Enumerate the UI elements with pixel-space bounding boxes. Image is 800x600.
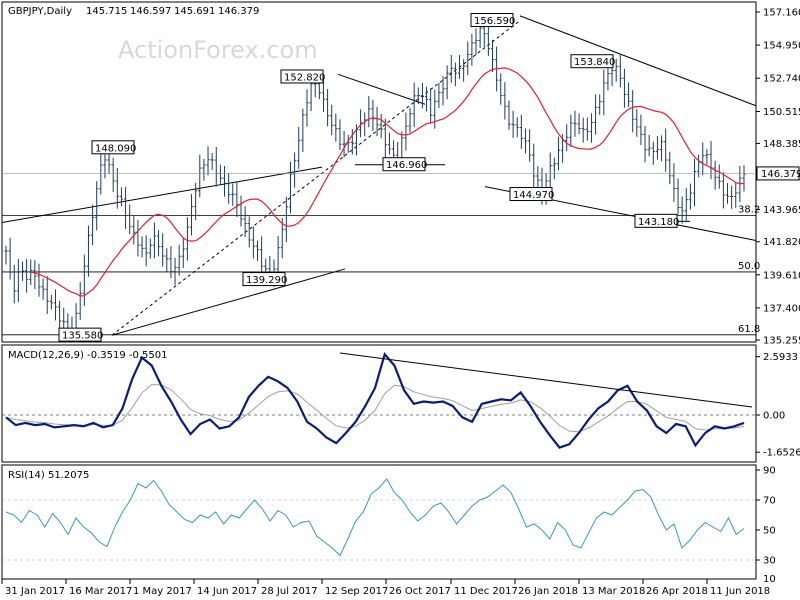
price-pane: ActionForex.com GBPJPY,Daily 145.715 146…	[1, 1, 800, 347]
close-value: 146.379	[218, 6, 259, 17]
x-tick-label: 11 Dec 2017	[454, 586, 518, 597]
x-tick-label: 1 May 2017	[133, 586, 192, 597]
fibonacci-level-label: 38.2	[738, 204, 760, 215]
rsi-title: RSI(14) 51.2075	[8, 470, 89, 481]
price-label-box	[242, 272, 286, 287]
price-header: GBPJPY,Daily 145.715 146.597 145.691 146…	[8, 6, 259, 17]
price-y-tick-label: 135.255	[763, 336, 800, 347]
x-tick-label: 12 Sep 2017	[325, 586, 388, 597]
rsi-pane: RSI(14) 51.2075 90 70 50 30 10	[1, 464, 776, 585]
x-tick-label: 14 Jun 2017	[197, 586, 257, 597]
rsi-pane-border	[1, 464, 757, 580]
x-tick-label: 13 Mar 2018	[582, 586, 645, 597]
price-label-box	[470, 13, 514, 28]
x-tick-label: 11 Jun 2018	[710, 586, 770, 597]
trendline	[519, 15, 757, 107]
macd-pane-border	[1, 344, 757, 463]
price-y-tick-label: 154.950	[763, 41, 800, 52]
price-label-box	[91, 140, 135, 155]
moving-average-line	[30, 67, 745, 297]
price-y-tick-label: 150.515	[763, 107, 800, 118]
trendline	[111, 20, 521, 336]
x-tick-label: 26 Apr 2018	[646, 586, 708, 597]
rsi-y-tick-label: 50	[763, 526, 776, 537]
x-axis: 31 Jan 2017 16 Mar 2017 1 May 2017 14 Jun 2…	[1, 579, 770, 597]
open-value: 145.715	[86, 6, 127, 17]
fibonacci-level-label: 61.8	[738, 324, 760, 335]
trendline	[111, 268, 346, 336]
macd-y-axis: 2.5933 0.00 -1.6526	[756, 352, 800, 459]
macd-trendline	[339, 352, 753, 408]
price-y-tick-label: 139.610	[763, 270, 800, 281]
macd-y-tick-label: 0.00	[763, 411, 785, 422]
high-value: 146.597	[130, 6, 171, 17]
last-price-marker: 146.379	[2, 166, 800, 181]
fibonacci-level-label: 50.0	[738, 261, 760, 272]
price-y-tick-label: 148.385	[763, 139, 800, 150]
price-y-tick-label: 141.820	[763, 237, 800, 248]
macd-title: MACD(12,26,9) -0.3519 -0.5501	[8, 350, 168, 361]
price-y-tick-label: 137.400	[763, 303, 800, 314]
price-labels: 148.090 152.820 146.960 156.590 153.840 144.9…	[58, 13, 679, 342]
macd-y-tick-label: 2.5933	[763, 352, 798, 363]
rsi-y-axis: 90 70 50 30 10	[2, 466, 776, 585]
macd-pane: MACD(12,26,9) -0.3519 -0.5501 2.5933 0.00…	[1, 344, 800, 463]
price-y-tick-label: 143.965	[763, 205, 800, 216]
low-value: 145.691	[174, 6, 215, 17]
price-label-box	[280, 69, 324, 84]
price-label-box	[382, 157, 426, 172]
price-label-text: 135.580	[62, 331, 103, 342]
price-label-text: 156.590	[474, 16, 515, 27]
x-tick-label: 16 Mar 2017	[69, 586, 132, 597]
price-label-box	[634, 213, 678, 228]
trendline	[337, 73, 426, 105]
price-label-box	[509, 187, 553, 202]
x-tick-label: 26 Jan 2018	[518, 586, 578, 597]
last-price-text: 146.379	[761, 169, 800, 180]
price-bars	[4, 17, 746, 343]
rsi-y-tick-label: 90	[763, 466, 776, 477]
macd-line	[5, 352, 745, 449]
price-label-text: 146.960	[386, 160, 427, 171]
price-y-tick-label: 157.160	[763, 8, 800, 19]
x-tick-label: 31 Jan 2017	[5, 586, 65, 597]
trendline	[1, 166, 323, 224]
price-label-text: 152.820	[284, 72, 325, 83]
price-pane-border	[1, 1, 757, 343]
macd-signal-line	[5, 384, 745, 433]
price-label-box	[58, 327, 102, 342]
rsi-y-tick-label: 70	[763, 496, 776, 507]
macd-y-tick-label: -1.6526	[763, 448, 800, 459]
x-tick-label: 28 Jul 2017	[261, 586, 318, 597]
rsi-y-tick-label: 30	[763, 556, 776, 567]
watermark: ActionForex.com	[118, 36, 318, 64]
price-label-text: 143.180	[638, 217, 679, 228]
price-label-box	[570, 54, 614, 69]
price-y-tick-label: 152.740	[763, 74, 800, 85]
price-label-text: 139.290	[246, 275, 287, 286]
price-label-text: 153.840	[574, 57, 615, 68]
last-price-box	[756, 166, 800, 181]
x-tick-label: 26 Oct 2017	[389, 586, 451, 597]
rsi-y-tick-label: 10	[763, 574, 776, 585]
price-label-text: 148.090	[95, 143, 136, 154]
price-label-text: 144.970	[513, 190, 554, 201]
symbol-label: GBPJPY,Daily	[8, 6, 72, 17]
rsi-line	[5, 478, 745, 557]
